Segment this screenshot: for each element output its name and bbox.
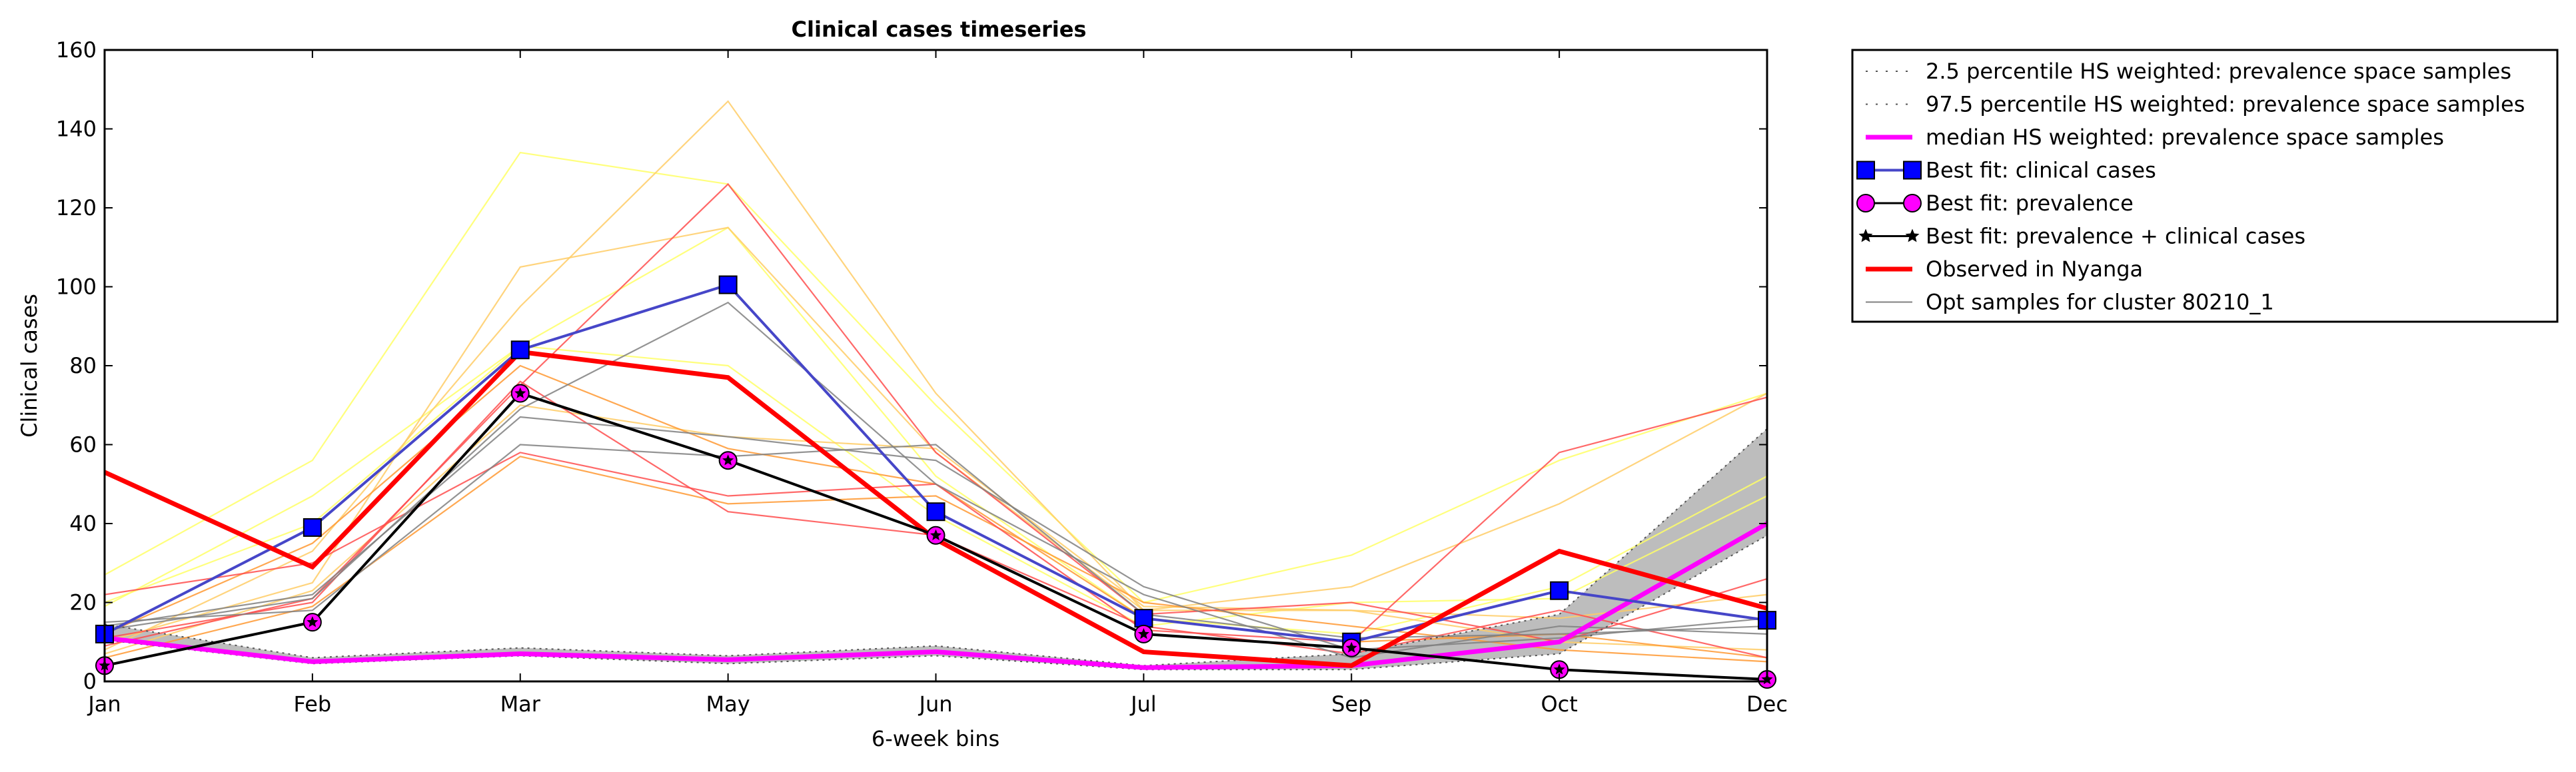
y-tick-label: 140 xyxy=(56,117,97,142)
x-tick-label: Feb xyxy=(294,691,332,717)
y-tick-label: 20 xyxy=(69,590,97,615)
opt-sample-line xyxy=(104,444,1768,639)
x-tick-label: May xyxy=(706,691,750,717)
legend-marker xyxy=(1856,161,1875,180)
x-tick-label: Mar xyxy=(500,691,541,717)
y-axis: 0 20 40 60 80 100 120 140 160 xyxy=(56,37,1767,694)
legend-marker xyxy=(1905,228,1920,242)
marker-bestfit-both xyxy=(1553,663,1565,675)
y-tick-label: 60 xyxy=(69,432,97,458)
marker-bestfit-clinical xyxy=(718,275,738,294)
legend-item: Opt samples for cluster 80210_1 xyxy=(1866,290,2274,315)
series-line-p97_5 xyxy=(104,428,1768,667)
marker-bestfit-clinical xyxy=(510,340,530,360)
y-axis-label: Clinical cases xyxy=(17,294,42,438)
marker-bestfit-clinical xyxy=(1134,609,1153,628)
legend-marker xyxy=(1903,194,1922,212)
legend-item: 2.5 percentile HS weighted: prevalence s… xyxy=(1866,59,2511,84)
legend-marker xyxy=(1856,194,1875,212)
marker-bestfit-both xyxy=(930,529,942,541)
series-line-median xyxy=(104,521,1768,670)
y-tick-label: 100 xyxy=(56,274,97,300)
x-tick-label: Jul xyxy=(1129,691,1157,717)
marker-bestfit-both xyxy=(722,454,734,466)
opt-sample-line xyxy=(104,151,1768,603)
legend-item: Best fit: prevalence + clinical cases xyxy=(1858,224,2305,249)
x-tick-label: Sep xyxy=(1331,691,1371,717)
x-axis: Jan Feb Mar May Jun Jul Sep Oct Dec xyxy=(87,50,1788,717)
y-tick-label: 0 xyxy=(83,669,97,694)
legend-label: Best fit: prevalence xyxy=(1926,191,2134,216)
marker-bestfit-clinical xyxy=(926,502,946,522)
legend-item: median HS weighted: prevalence space sam… xyxy=(1866,125,2444,150)
y-tick-label: 40 xyxy=(69,511,97,536)
legend-frame xyxy=(1851,49,2559,323)
legend-label: Best fit: clinical cases xyxy=(1926,158,2156,183)
legend-label: 97.5 percentile HS weighted: prevalence … xyxy=(1926,92,2525,117)
y-tick-label: 160 xyxy=(56,37,97,63)
legend-label: 2.5 percentile HS weighted: prevalence s… xyxy=(1926,59,2511,84)
marker-bestfit-both xyxy=(1345,641,1357,653)
legend-item: 97.5 percentile HS weighted: prevalence … xyxy=(1866,92,2525,117)
legend-label: median HS weighted: prevalence space sam… xyxy=(1926,125,2444,150)
x-tick-label: Jan xyxy=(87,691,121,717)
marker-bestfit-both xyxy=(514,387,526,398)
x-tick-label: Jun xyxy=(918,691,953,717)
legend-item: Best fit: prevalence xyxy=(1856,191,2134,216)
marker-bestfit-both xyxy=(307,616,319,627)
legend-marker xyxy=(1858,228,1873,242)
legend-items: 2.5 percentile HS weighted: prevalence s… xyxy=(1856,59,2525,315)
legend-marker xyxy=(1903,161,1922,180)
y-tick-label: 80 xyxy=(69,353,97,378)
legend-label: Opt samples for cluster 80210_1 xyxy=(1926,290,2274,315)
marker-bestfit-clinical xyxy=(303,518,322,537)
y-tick-label: 120 xyxy=(56,195,97,220)
legend-label: Observed in Nyanga xyxy=(1926,256,2143,282)
legend-item: Observed in Nyanga xyxy=(1866,256,2143,282)
marker-bestfit-clinical xyxy=(1550,581,1569,600)
x-tick-label: Dec xyxy=(1746,691,1788,717)
opt-sample-line xyxy=(104,183,1768,647)
opt-sample-line xyxy=(104,226,1768,635)
legend: 2.5 percentile HS weighted: prevalence s… xyxy=(1851,49,2559,323)
chart-title: Clinical cases timeseries xyxy=(792,17,1087,42)
marker-bestfit-both xyxy=(1137,627,1149,639)
legend-label: Best fit: prevalence + clinical cases xyxy=(1926,224,2305,249)
x-axis-label: 6-week bins xyxy=(872,726,999,751)
x-tick-label: Oct xyxy=(1541,691,1577,717)
legend-item: Best fit: clinical cases xyxy=(1856,158,2156,183)
opt-sample-line xyxy=(104,301,1768,659)
